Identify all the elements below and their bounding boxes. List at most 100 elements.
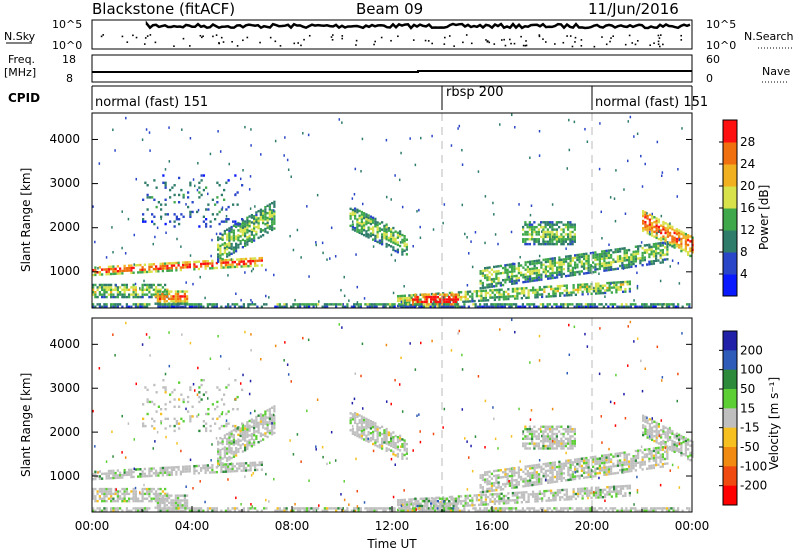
velocity-cell: [175, 420, 178, 423]
power-cell: [467, 305, 470, 308]
power-cell: [560, 242, 563, 246]
velocity-cell: [399, 503, 402, 507]
power-cell: [408, 294, 411, 297]
velocity-cell: [551, 480, 554, 484]
velocity-cell: [250, 432, 253, 436]
power-cell: [514, 287, 517, 291]
power-cell: [238, 260, 241, 264]
power-cell: [488, 271, 491, 274]
power-cell: [228, 232, 231, 235]
power-cell: [146, 305, 149, 308]
power-cell: [439, 302, 442, 305]
velocity-cell: [619, 464, 622, 467]
power-cell: [153, 222, 156, 226]
power-noise-cell: [392, 291, 395, 295]
velocity-cell: [240, 464, 243, 468]
power-cell: [166, 303, 169, 306]
velocity-cell: [183, 496, 186, 500]
velocity-cell: [374, 443, 377, 447]
velocity-cell: [538, 465, 541, 469]
velocity-cell: [367, 423, 370, 427]
power-cell: [648, 255, 651, 259]
velocity-cell: [583, 492, 586, 495]
velocity-cell: [625, 468, 628, 471]
power-cell: [179, 290, 182, 293]
power-cell: [691, 243, 694, 247]
power-cell: [443, 305, 446, 308]
power-cell: [110, 293, 113, 296]
power-cell: [271, 218, 274, 222]
velocity-cell: [376, 428, 379, 431]
power-colorbar-tick-label: 16: [740, 201, 755, 215]
power-cell: [188, 303, 191, 306]
velocity-cell: [128, 499, 131, 503]
power-cell: [148, 265, 151, 269]
velocity-cell: [565, 490, 568, 494]
power-cell: [202, 188, 205, 192]
velocity-cell: [235, 442, 238, 445]
power-cell: [538, 278, 541, 282]
power-cell: [360, 210, 363, 214]
power-cell: [576, 258, 579, 262]
power-cell: [475, 294, 478, 298]
power-cell: [112, 270, 115, 273]
power-cell: [609, 303, 612, 306]
power-noise-cell: [289, 234, 291, 238]
power-cell: [268, 210, 271, 214]
power-cell: [387, 243, 390, 247]
power-cell: [359, 305, 362, 308]
velocity-cell: [574, 497, 577, 501]
power-cell: [211, 305, 214, 308]
power-cell: [556, 266, 559, 269]
velocity-cell: [403, 449, 406, 452]
velocity-cell: [383, 431, 386, 434]
power-noise-cell: [677, 168, 679, 171]
power-cell: [173, 201, 176, 204]
power-cell: [567, 238, 570, 241]
velocity-cell: [154, 506, 157, 509]
power-cell: [506, 268, 509, 272]
power-cell: [278, 305, 281, 308]
velocity-cell: [396, 445, 399, 449]
power-cell: [650, 245, 653, 249]
velocity-cell: [403, 498, 406, 502]
power-cell: [206, 259, 209, 263]
velocity-cell: [159, 487, 162, 491]
velocity-cell: [144, 386, 147, 389]
nsearch-point: [121, 35, 124, 38]
velocity-cell: [432, 499, 435, 503]
power-cell: [121, 288, 124, 292]
velocity-cell: [643, 448, 646, 451]
power-cell: [511, 295, 514, 298]
velocity-cell: [262, 416, 265, 420]
power-cell: [142, 213, 145, 216]
power-cell: [354, 229, 357, 232]
power-cell: [557, 305, 560, 308]
power-cell: [549, 230, 552, 234]
power-cell: [463, 303, 466, 306]
velocity-cell: [236, 467, 239, 470]
power-cell: [632, 253, 635, 256]
power-cell: [567, 255, 570, 258]
power-noise-cell: [209, 152, 212, 156]
power-cell: [562, 238, 565, 241]
power-cell: [537, 233, 540, 236]
power-cell: [148, 303, 151, 306]
velocity-cell: [480, 493, 483, 497]
power-cell: [562, 230, 565, 234]
power-cell: [555, 305, 558, 308]
power-cell: [582, 305, 585, 308]
nsearch-point: [374, 40, 376, 43]
power-cell: [616, 267, 619, 270]
power-cell: [121, 293, 124, 296]
power-cell: [137, 293, 140, 296]
power-cell: [105, 288, 108, 292]
power-cell: [526, 275, 529, 278]
velocity-cell: [628, 487, 631, 490]
velocity-cell: [250, 420, 253, 424]
velocity-cell: [186, 504, 189, 507]
velocity-cell: [266, 430, 269, 434]
power-cell: [381, 221, 384, 224]
power-cell: [560, 303, 563, 306]
velocity-cell: [511, 467, 514, 470]
